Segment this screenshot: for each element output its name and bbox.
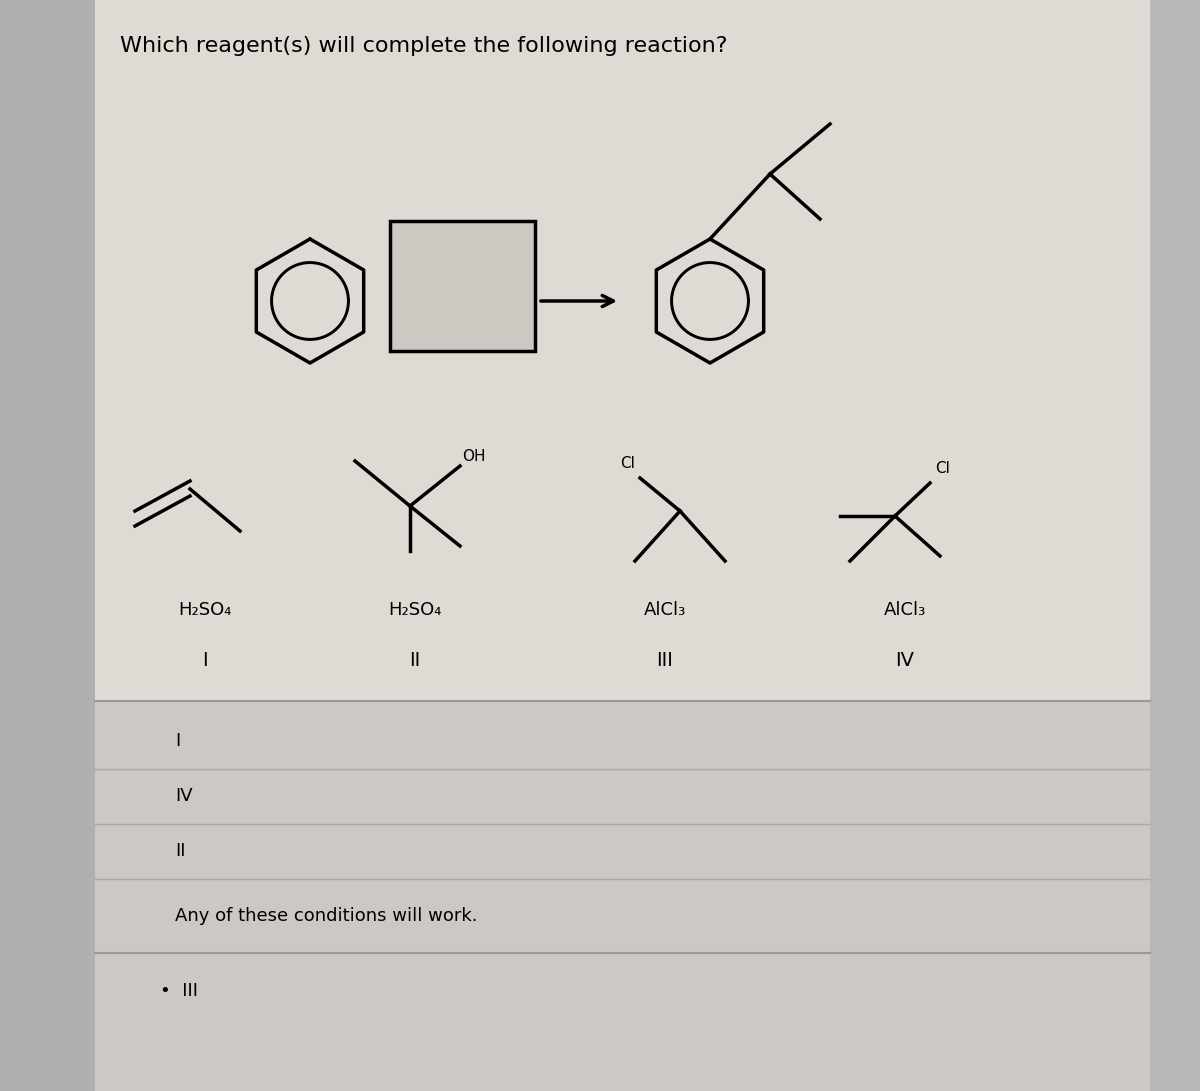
Text: II: II — [175, 842, 186, 860]
Text: I: I — [175, 732, 180, 750]
Bar — [0, 0, 95, 1091]
Text: IV: IV — [895, 651, 914, 670]
Text: •  III: • III — [160, 982, 198, 1000]
Text: H₂SO₄: H₂SO₄ — [389, 601, 442, 619]
Text: Cl: Cl — [620, 456, 635, 471]
Text: AlCl₃: AlCl₃ — [884, 601, 926, 619]
Text: OH: OH — [462, 449, 486, 464]
Text: II: II — [409, 651, 421, 670]
Bar — [390, 221, 535, 351]
Text: IV: IV — [175, 787, 193, 805]
Text: AlCl₃: AlCl₃ — [644, 601, 686, 619]
Text: Any of these conditions will work.: Any of these conditions will work. — [175, 907, 478, 925]
Text: H₂SO₄: H₂SO₄ — [179, 601, 232, 619]
Text: Which reagent(s) will complete the following reaction?: Which reagent(s) will complete the follo… — [120, 36, 727, 56]
Text: III: III — [656, 651, 673, 670]
Bar — [95, 0, 1150, 1091]
Bar — [95, 702, 1150, 1091]
Text: Cl: Cl — [935, 461, 950, 476]
Text: I: I — [202, 651, 208, 670]
Bar — [1150, 0, 1200, 1091]
